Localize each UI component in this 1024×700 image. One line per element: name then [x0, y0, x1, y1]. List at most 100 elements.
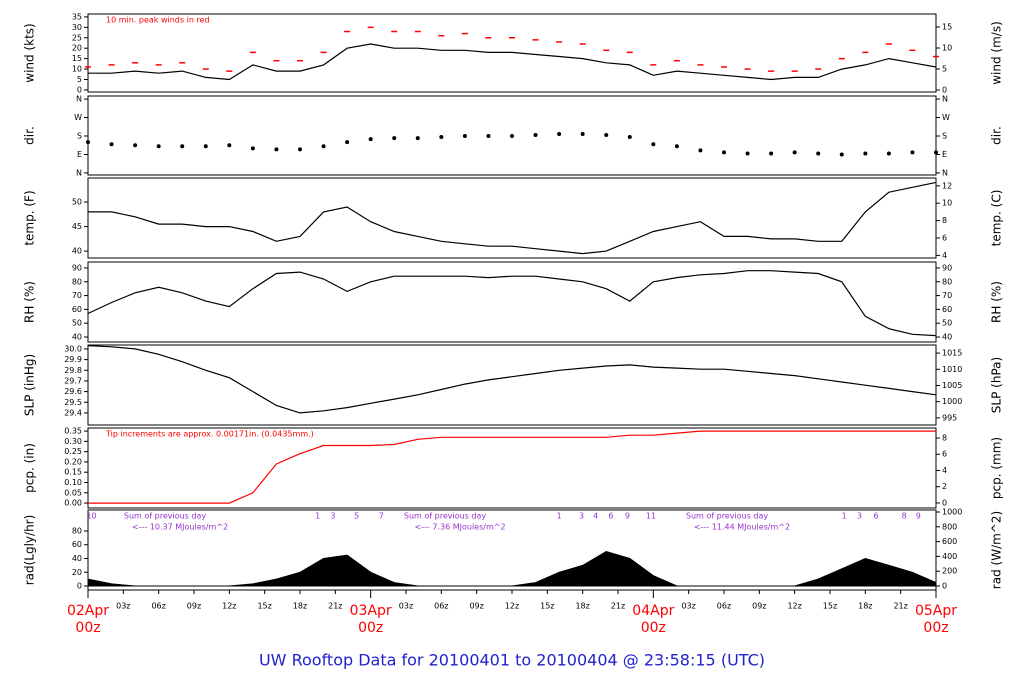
data-point: [886, 151, 891, 156]
annotation: 10 min. peak winds in red: [106, 16, 210, 25]
y2-axis-label: wind (m/s): [990, 21, 1004, 85]
y-tick-label: N: [76, 168, 82, 177]
y-axis-label: rad(Lgly/hr): [23, 515, 37, 586]
y2-axis-label: pcp. (mm): [990, 437, 1004, 499]
y-tick-label: 40: [72, 333, 82, 342]
data-point: [557, 131, 562, 136]
y-tick-label: 0.05: [64, 488, 82, 497]
data-point: [839, 152, 844, 157]
hour-mark: 1: [557, 512, 562, 521]
hour-mark: 1: [315, 512, 320, 521]
x-tick-label: 09z: [752, 602, 766, 611]
date-hour-label: 00z: [923, 620, 948, 636]
y-tick-label: 70: [72, 291, 82, 300]
y2-tick-label: 6: [942, 450, 947, 459]
y-tick-label: 60: [72, 305, 82, 314]
annotation: Tip increments are approx. 0.00171in. (0…: [105, 430, 314, 439]
data-point: [133, 143, 138, 148]
y2-tick-label: 4: [942, 251, 947, 260]
y2-tick-label: 1000: [942, 507, 962, 516]
data-point: [769, 151, 774, 156]
y-axis-label: wind (kts): [23, 23, 37, 82]
x-tick-label: 12z: [222, 602, 236, 611]
x-tick-label: 03z: [399, 602, 413, 611]
x-tick-label: 15z: [540, 602, 554, 611]
hour-mark: 5: [354, 512, 359, 521]
y2-axis-label: RH (%): [990, 281, 1004, 323]
sum-note: <--- 10.37 MJoules/m^2: [132, 523, 228, 532]
sum-note: <--- 11.44 MJoules/m^2: [694, 523, 790, 532]
data-point: [392, 136, 397, 141]
x-tick-label: 15z: [823, 602, 837, 611]
x-tick-label: 18z: [858, 602, 872, 611]
y2-tick-label: 60: [942, 305, 952, 314]
x-tick-label: 03z: [116, 602, 130, 611]
y-tick-label: 25: [72, 33, 82, 42]
data-point: [816, 151, 821, 156]
hour-mark: 1: [842, 512, 847, 521]
x-tick-label: 18z: [575, 602, 589, 611]
y-axis-label: temp. (F): [23, 190, 37, 245]
y-axis-label: dir.: [23, 126, 37, 145]
data-point: [321, 144, 326, 149]
y-axis-label: pcp. (in): [23, 443, 37, 493]
y-tick-label: 0: [77, 582, 82, 591]
y2-tick-label: 8: [942, 433, 947, 442]
y-tick-label: 0.10: [64, 478, 82, 487]
y-tick-label: 0.35: [64, 427, 82, 436]
y-tick-label: 29.4: [64, 408, 82, 417]
y-tick-label: 90: [72, 263, 82, 272]
data-point: [180, 144, 185, 149]
y-tick-label: S: [77, 132, 82, 141]
x-tick-label: 06z: [717, 602, 731, 611]
data-point: [298, 147, 302, 152]
date-hour-label: 00z: [358, 620, 383, 636]
y-tick-label: 80: [72, 277, 82, 286]
y-tick-label: E: [77, 150, 82, 159]
x-tick-label: 09z: [469, 602, 483, 611]
y-tick-label: 0.00: [64, 499, 82, 508]
y-tick-label: 0.25: [64, 447, 82, 456]
y-tick-label: 5: [77, 75, 82, 84]
date-label: 05Apr: [915, 603, 957, 619]
y2-tick-label: 1015: [942, 349, 962, 358]
y-tick-label: 29.8: [64, 366, 82, 375]
x-tick-label: 06z: [151, 602, 165, 611]
y-tick-label: 29.6: [64, 387, 82, 396]
y2-tick-label: 800: [942, 522, 957, 531]
hour-mark: 3: [579, 512, 584, 521]
y-tick-label: 29.9: [64, 355, 82, 364]
y2-tick-label: 50: [942, 319, 952, 328]
hour-mark: 10: [86, 512, 96, 521]
y-tick-label: 60: [72, 540, 82, 549]
y2-tick-label: 400: [942, 552, 957, 561]
data-point: [486, 134, 491, 139]
y2-tick-label: 10: [942, 199, 952, 208]
y-tick-label: 50: [72, 198, 82, 207]
y2-tick-label: 40: [942, 333, 952, 342]
y2-tick-label: 4: [942, 466, 947, 475]
y2-tick-label: 70: [942, 291, 952, 300]
date-hour-label: 00z: [75, 620, 100, 636]
hour-mark: 6: [873, 512, 878, 521]
data-point: [604, 132, 609, 137]
x-tick-label: 15z: [257, 602, 271, 611]
data-line: [88, 181, 937, 255]
data-point: [156, 144, 161, 149]
hour-mark: 8: [902, 512, 907, 521]
y2-tick-label: 90: [942, 263, 952, 272]
data-point: [274, 147, 279, 152]
y2-tick-label: 1000: [942, 397, 962, 406]
date-label: 04Apr: [632, 603, 674, 619]
y2-tick-label: 600: [942, 537, 957, 546]
data-point: [345, 140, 350, 145]
data-point: [250, 146, 255, 151]
date-label: 02Apr: [67, 603, 109, 619]
y2-tick-label: 0: [942, 582, 947, 591]
y-tick-label: 20: [72, 44, 82, 53]
data-point: [109, 142, 114, 147]
y-axis-label: RH (%): [23, 281, 37, 323]
y2-tick-label: N: [942, 168, 948, 177]
y2-tick-label: 995: [942, 413, 957, 422]
y2-axis-label: temp. (C): [990, 190, 1004, 247]
